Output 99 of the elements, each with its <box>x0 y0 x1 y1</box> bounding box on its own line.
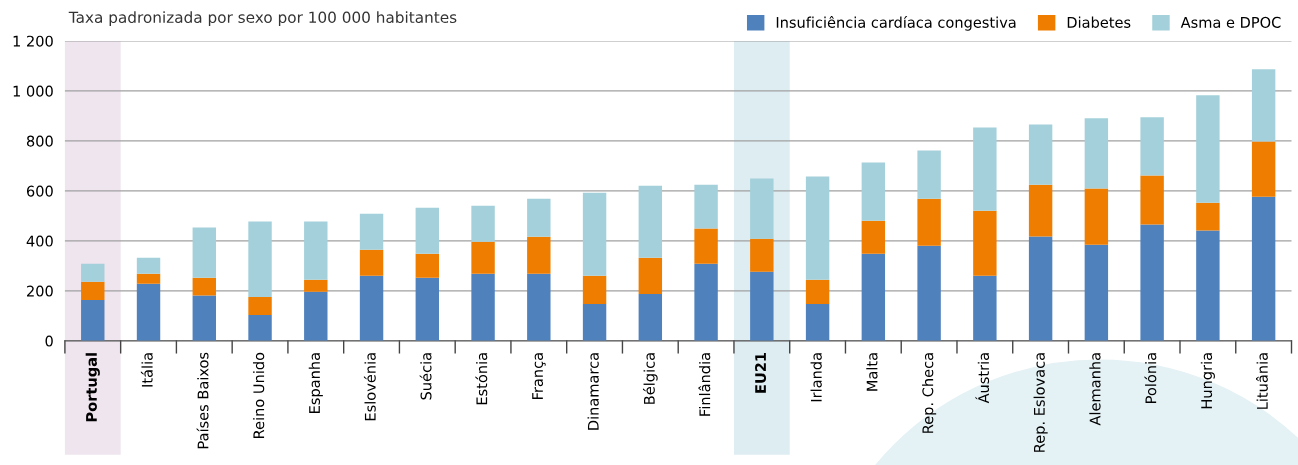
bar <box>304 279 328 292</box>
x-tick-label: Itália <box>140 353 153 387</box>
bar <box>1251 196 1276 341</box>
bar <box>917 150 941 199</box>
bar <box>750 238 774 272</box>
x-tick-label: Malta <box>866 353 878 391</box>
bar <box>973 127 997 211</box>
bar <box>471 273 495 341</box>
x-tick-label: Bélgica <box>642 353 658 404</box>
bar <box>805 279 830 305</box>
bar <box>861 253 886 341</box>
bar <box>248 297 272 316</box>
bar <box>694 263 718 341</box>
x-tick-label: Suécia <box>419 353 432 400</box>
x-tick-label: França <box>532 353 546 399</box>
y-tick-label: 400 <box>26 235 53 247</box>
bar <box>917 245 941 341</box>
bar <box>1140 117 1164 176</box>
bar <box>1251 69 1276 142</box>
bar <box>359 213 384 250</box>
bar <box>304 291 328 341</box>
bar <box>1028 236 1053 341</box>
x-tick-label: Irlanda <box>810 353 822 402</box>
bar <box>1028 124 1053 185</box>
bar <box>359 275 384 341</box>
x-tick-label: Alemanha <box>1089 353 1101 426</box>
bar <box>136 257 161 274</box>
bar <box>192 227 216 278</box>
y-tick-label: 200 <box>27 285 53 297</box>
bar <box>750 271 774 341</box>
bar <box>1196 202 1220 231</box>
y-tick-label: 800 <box>26 135 53 147</box>
x-tick-label: EU21 <box>755 352 767 393</box>
bar <box>471 205 495 242</box>
bar <box>638 257 663 295</box>
bar <box>415 207 440 254</box>
x-tick-label: Finlândia <box>698 353 711 416</box>
x-tick-label: Países Baixos <box>196 352 209 449</box>
bar <box>81 300 105 341</box>
bar <box>582 304 607 341</box>
x-tick-label: Portugal <box>85 353 100 422</box>
bar <box>81 281 105 301</box>
bar <box>527 273 551 341</box>
bar <box>694 184 718 229</box>
x-tick-label: Estónia <box>475 353 488 405</box>
bar <box>81 263 105 282</box>
bar <box>694 228 718 264</box>
bar <box>805 176 830 280</box>
x-tick-label: Eslovénia <box>363 353 376 421</box>
bar <box>248 315 272 341</box>
bar <box>861 220 886 254</box>
y-tick-label: 1 000 <box>13 85 53 97</box>
x-tick-label: Reino Unido <box>252 352 265 438</box>
bar <box>582 192 607 276</box>
legend-label: Insuficiência cardíaca congestiva <box>776 16 1016 31</box>
y-tick-label: 0 <box>45 335 53 347</box>
bar <box>415 277 440 341</box>
bar <box>527 236 551 274</box>
bar <box>304 221 328 280</box>
y-tick-label: 600 <box>26 185 53 197</box>
x-tick-label: Polónia <box>1144 353 1157 403</box>
bar <box>1084 188 1109 245</box>
bar <box>917 198 941 246</box>
x-tick-label: Hungria <box>1200 353 1215 409</box>
bar <box>1251 141 1276 197</box>
bar <box>248 221 272 298</box>
bar <box>805 304 830 341</box>
bar <box>192 295 216 341</box>
x-tick-label: Dinamarca <box>587 353 599 430</box>
bar <box>750 178 774 239</box>
chart-title: Taxa padronizada por sexo por 100 000 habitantes <box>68 11 457 26</box>
bar <box>527 198 551 237</box>
legend-label: Diabetes <box>1067 16 1131 28</box>
bar <box>973 275 997 341</box>
bar <box>1196 230 1220 341</box>
bar <box>638 185 663 258</box>
bar <box>1084 244 1109 341</box>
legend-label: Asma e DPOC <box>1180 16 1281 28</box>
bar <box>359 249 384 276</box>
bar <box>861 162 886 221</box>
bar <box>1140 224 1164 341</box>
x-tick-label: Espanha <box>308 353 323 413</box>
x-tick-label: Áustria <box>975 353 990 404</box>
bar <box>1196 95 1220 203</box>
bar <box>582 275 607 305</box>
bar <box>415 253 440 278</box>
x-tick-label: Lituânia <box>1255 353 1268 409</box>
bar <box>1140 175 1164 225</box>
x-tick-label: Rep. Eslovaca <box>1033 353 1048 452</box>
bar <box>136 273 161 284</box>
y-tick-label: 1 200 <box>13 35 53 47</box>
bar <box>638 294 663 341</box>
bar <box>1028 184 1053 237</box>
bar <box>1084 118 1109 189</box>
bar <box>471 241 495 274</box>
bar <box>192 277 216 296</box>
x-tick-label: Rep. Checa <box>922 353 937 433</box>
bar <box>136 283 161 341</box>
bar <box>973 210 997 276</box>
